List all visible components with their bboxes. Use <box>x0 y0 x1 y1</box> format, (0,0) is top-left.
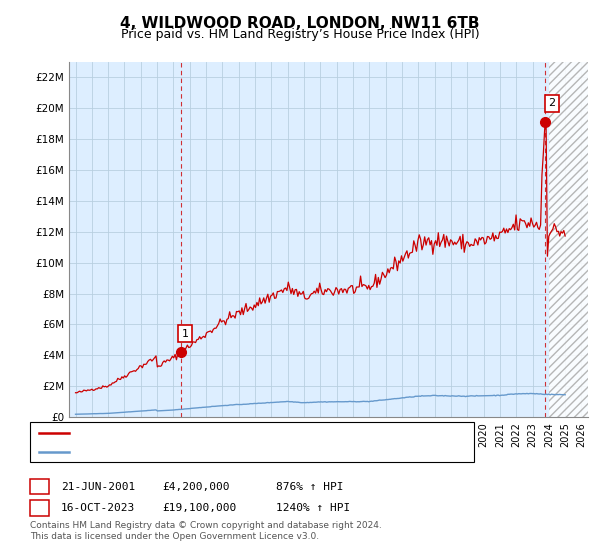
Text: Price paid vs. HM Land Registry’s House Price Index (HPI): Price paid vs. HM Land Registry’s House … <box>121 28 479 41</box>
Text: 21-JUN-2001: 21-JUN-2001 <box>61 482 136 492</box>
Text: 1: 1 <box>36 482 43 492</box>
Text: 4, WILDWOOD ROAD, LONDON, NW11 6TB: 4, WILDWOOD ROAD, LONDON, NW11 6TB <box>120 16 480 31</box>
Text: 1240% ↑ HPI: 1240% ↑ HPI <box>276 503 350 513</box>
Text: 16-OCT-2023: 16-OCT-2023 <box>61 503 136 513</box>
Text: 2: 2 <box>36 503 43 513</box>
Bar <box>69 62 549 417</box>
Text: £4,200,000: £4,200,000 <box>162 482 229 492</box>
Text: 1: 1 <box>182 329 189 339</box>
Text: 4, WILDWOOD ROAD, LONDON, NW11 6TB (detached house): 4, WILDWOOD ROAD, LONDON, NW11 6TB (deta… <box>73 428 390 438</box>
Text: HPI: Average price, detached house, Barnet: HPI: Average price, detached house, Barn… <box>73 447 301 457</box>
Text: 876% ↑ HPI: 876% ↑ HPI <box>276 482 343 492</box>
Text: Contains HM Land Registry data © Crown copyright and database right 2024.
This d: Contains HM Land Registry data © Crown c… <box>30 521 382 541</box>
Text: £19,100,000: £19,100,000 <box>162 503 236 513</box>
Text: 2: 2 <box>548 99 556 108</box>
